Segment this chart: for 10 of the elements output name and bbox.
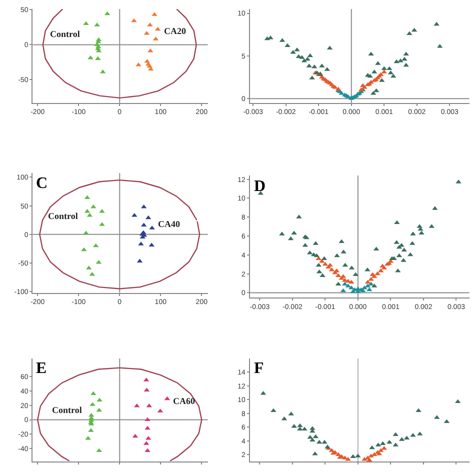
series-label: CA40	[158, 219, 180, 229]
chart-title: F	[254, 360, 264, 377]
series-label: Control	[50, 29, 80, 39]
series-label: CA20	[164, 26, 186, 36]
chart-title: E	[36, 360, 47, 377]
series-label: Control	[52, 405, 82, 415]
chart-title: C	[36, 175, 48, 192]
series-label: Control	[48, 211, 78, 221]
chart-title: D	[254, 178, 266, 195]
series-label: CA60	[173, 396, 196, 406]
